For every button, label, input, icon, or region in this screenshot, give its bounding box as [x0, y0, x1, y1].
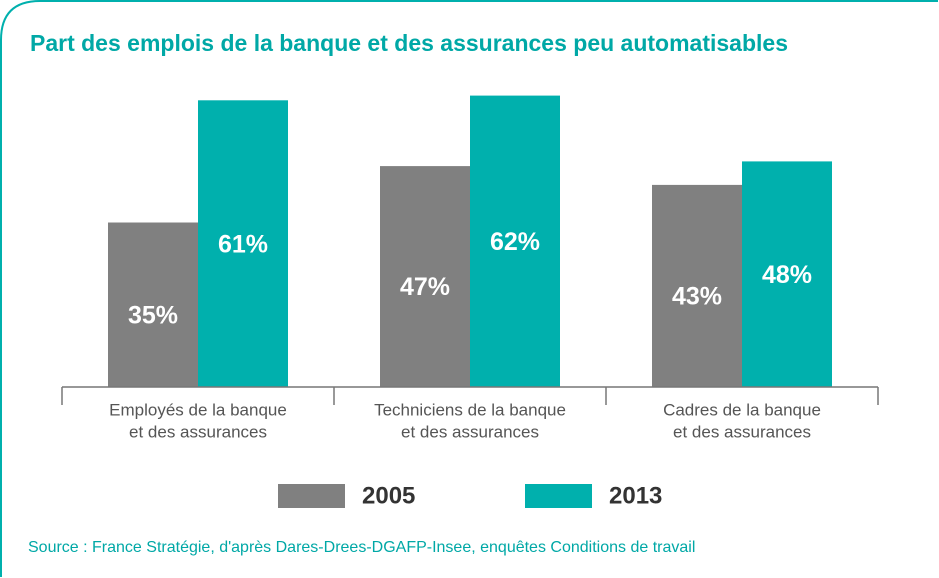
source: Source : France Stratégie, d'après Dares… [28, 539, 695, 556]
bar [198, 100, 288, 388]
x-tick-label: Cadres de la banque [663, 400, 821, 419]
value-label: 35% [128, 301, 178, 329]
value-label: 47% [400, 273, 450, 301]
bar [108, 222, 198, 387]
value-label: 62% [490, 228, 540, 256]
bar [380, 166, 470, 387]
value-label: 43% [672, 283, 722, 311]
chart-title: Part des emplois de la banque et des ass… [30, 30, 788, 56]
legend-label: 2013 [609, 482, 662, 509]
value-label: 61% [218, 230, 268, 258]
bar [470, 95, 560, 387]
x-tick-label: et des assurances [129, 422, 267, 441]
bar [742, 161, 832, 387]
legend-label: 2005 [362, 482, 415, 509]
bar [652, 184, 742, 387]
x-tick-label: et des assurances [673, 422, 811, 441]
x-tick-label: Employés de la banque [109, 400, 287, 419]
legend-swatch [525, 484, 592, 508]
value-label: 48% [762, 261, 812, 289]
x-tick-label: Techniciens de la banque [374, 400, 566, 419]
legend-swatch [278, 484, 345, 508]
x-tick-label: et des assurances [401, 422, 539, 441]
